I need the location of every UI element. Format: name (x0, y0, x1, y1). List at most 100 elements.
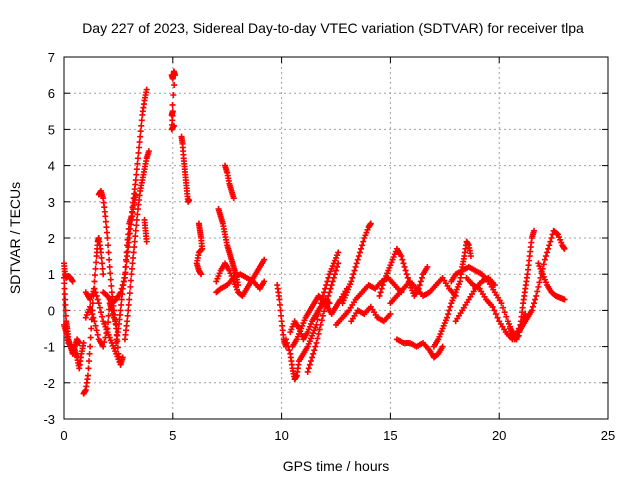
data-point (404, 274, 411, 281)
data-point (532, 296, 539, 303)
series-arc-34 (515, 227, 568, 336)
x-tick-label: 20 (492, 428, 506, 443)
data-point (114, 344, 121, 351)
data-point (284, 339, 291, 346)
data-point (124, 312, 131, 319)
data-point (136, 139, 143, 146)
data-point (134, 160, 141, 167)
series-arc-17 (213, 256, 268, 299)
data-point (322, 285, 329, 292)
data-point (61, 280, 68, 287)
data-point (503, 313, 510, 320)
data-point (418, 274, 425, 281)
data-point (324, 296, 331, 303)
data-point (443, 314, 450, 321)
data-point (387, 311, 394, 318)
data-point (90, 314, 97, 321)
data-point (101, 339, 108, 346)
data-point (61, 285, 68, 292)
data-point (534, 288, 541, 295)
data-point (126, 296, 133, 303)
x-tick-label: 0 (60, 428, 67, 443)
data-point (278, 312, 285, 319)
data-point (124, 242, 131, 249)
data-point (494, 314, 501, 321)
data-point (326, 289, 333, 296)
data-point (105, 319, 112, 326)
data-point (132, 233, 139, 240)
data-point (330, 274, 337, 281)
data-point (118, 301, 125, 308)
data-point (489, 303, 496, 310)
data-point (544, 249, 551, 256)
data-point (305, 365, 312, 372)
data-point (138, 122, 145, 129)
data-point (103, 229, 110, 236)
data-point (106, 263, 113, 270)
data-point (186, 196, 193, 203)
data-point (316, 326, 323, 333)
data-point (62, 312, 69, 319)
data-point (98, 254, 105, 261)
data-point (446, 307, 453, 314)
series-arc-36 (452, 274, 498, 325)
data-points (61, 68, 568, 397)
data-point (307, 358, 314, 365)
data-point (367, 220, 374, 227)
data-point (87, 343, 94, 350)
data-point (131, 244, 138, 251)
data-point (286, 347, 293, 354)
data-point (133, 171, 140, 178)
series-arc-13 (178, 133, 193, 205)
data-point (542, 253, 549, 260)
data-point (541, 256, 548, 263)
data-point (333, 267, 339, 274)
data-point (87, 334, 94, 341)
data-point (312, 343, 319, 350)
y-axis-label: SDTVAR / TECUs (7, 182, 23, 294)
data-point (99, 260, 106, 267)
series-arc-02 (61, 260, 76, 285)
data-point (535, 283, 542, 290)
data-point (528, 307, 535, 314)
series-arc-18 (213, 271, 268, 296)
data-point (321, 308, 328, 315)
data-point (123, 256, 130, 263)
series-arc-07 (95, 187, 124, 368)
data-point (514, 333, 521, 340)
data-point (138, 117, 145, 124)
data-point (135, 149, 142, 156)
data-point (62, 296, 69, 303)
data-point (349, 274, 356, 281)
data-point (351, 267, 358, 274)
data-point (133, 166, 140, 173)
data-point (277, 307, 284, 314)
y-tick-label: 1 (48, 267, 55, 282)
data-point (143, 86, 150, 93)
data-point (89, 311, 96, 318)
data-point (325, 292, 332, 299)
data-point (315, 330, 322, 337)
data-point (276, 301, 283, 308)
data-point (319, 312, 326, 319)
chart-title: Day 227 of 2023, Sidereal Day-to-day VTE… (82, 20, 584, 36)
data-point (119, 291, 126, 298)
data-point (529, 303, 536, 310)
data-point (86, 350, 93, 357)
data-point (108, 282, 115, 289)
data-point (403, 271, 410, 278)
data-point (398, 253, 405, 260)
series-arc-04 (80, 235, 107, 397)
data-point (531, 300, 538, 307)
data-point (102, 213, 109, 220)
data-point (143, 238, 150, 245)
data-point (106, 256, 113, 263)
y-tick-label: 0 (48, 303, 55, 318)
data-point (282, 336, 289, 343)
data-point (134, 155, 141, 162)
data-point (121, 271, 128, 278)
data-point (124, 318, 131, 325)
data-point (129, 260, 136, 267)
data-point (93, 259, 100, 266)
